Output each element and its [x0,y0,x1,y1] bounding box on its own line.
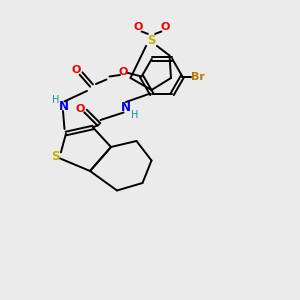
Text: O: O [133,22,143,32]
Text: N: N [121,100,131,114]
Text: Br: Br [191,71,205,82]
Text: N: N [59,100,69,113]
Text: O: O [72,64,81,75]
Text: O: O [160,22,170,32]
Text: S: S [147,34,156,47]
Text: H: H [52,94,59,105]
Text: O: O [75,104,85,115]
Text: H: H [131,110,139,120]
Text: O: O [118,67,128,77]
Text: S: S [51,149,60,163]
